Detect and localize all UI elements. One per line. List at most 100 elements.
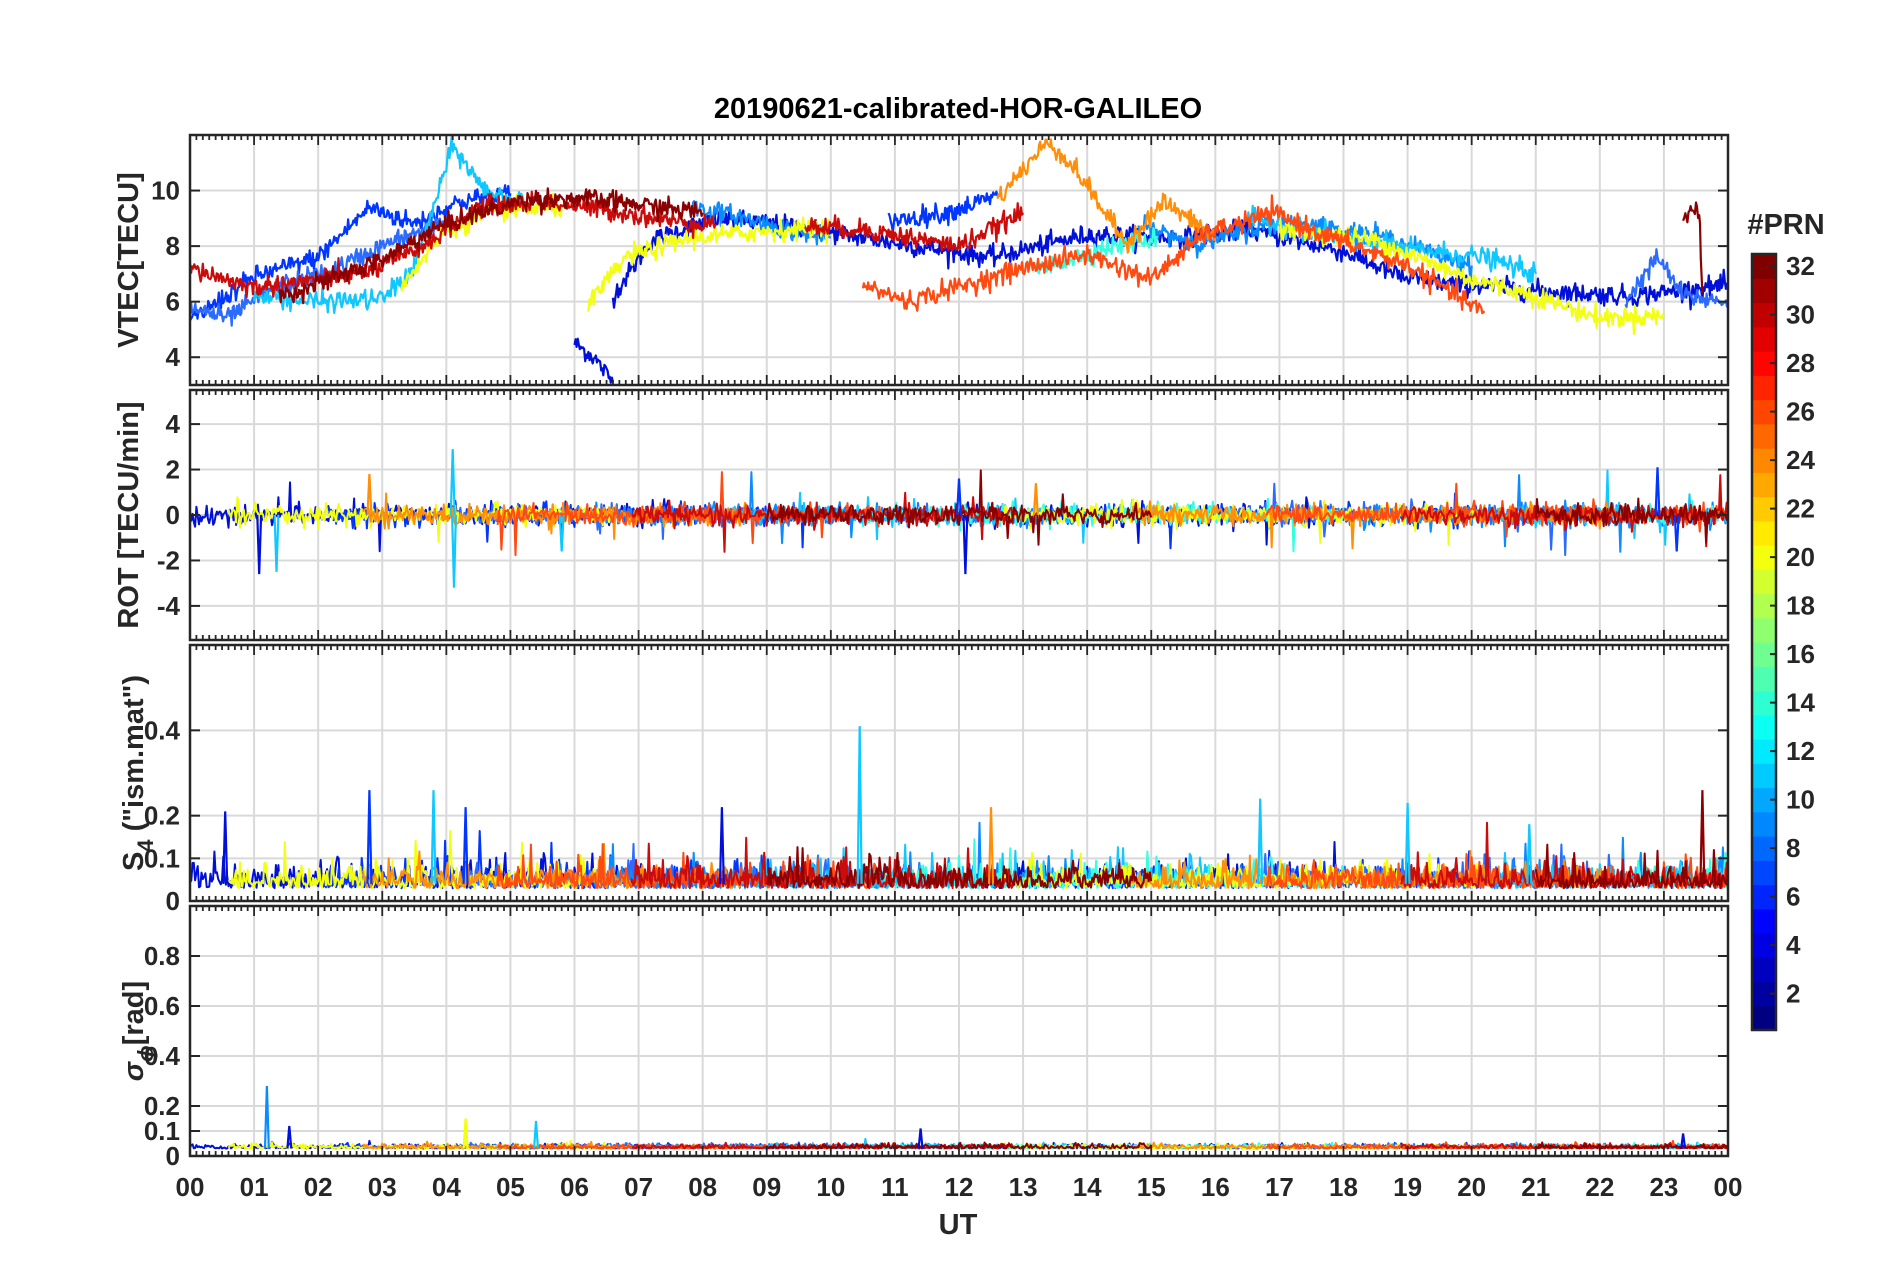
- y-axis-label: VTEC[TECU]: [113, 172, 145, 348]
- y-tick-label: -2: [157, 545, 180, 575]
- x-tick-label: 21: [1521, 1172, 1550, 1202]
- series-prn-4: [190, 184, 512, 322]
- data-layer: [190, 449, 1728, 588]
- x-tick-label: 22: [1585, 1172, 1614, 1202]
- grid: [189, 906, 1729, 1157]
- series-prn-30: [190, 190, 717, 299]
- x-ticks: [189, 645, 1729, 901]
- y-tick-label: 0.2: [144, 1091, 180, 1121]
- colorbar-swatch: [1752, 278, 1776, 304]
- chart-title: 20190621-calibrated-HOR-GALILEO: [714, 93, 1202, 125]
- colorbar-swatch: [1752, 569, 1776, 595]
- colorbar-tick-label: 14: [1786, 688, 1815, 718]
- series-prn-trace: [1131, 500, 1614, 550]
- y-tick-label: -4: [157, 591, 181, 621]
- series-prn-32: [1682, 201, 1704, 294]
- panel-rot: -4 -2 0 2 4 ROT [TECU/min]: [113, 388, 1730, 642]
- series-prn-32: [278, 187, 704, 305]
- colorbar-tick-label: 12: [1786, 736, 1815, 766]
- peak-spike: [1526, 824, 1533, 884]
- colorbar-swatch: [1752, 326, 1776, 352]
- series-prn-trace: [1534, 497, 1728, 544]
- x-tick-label: 14: [1073, 1172, 1102, 1202]
- colorbar-swatch: [1752, 957, 1776, 983]
- y-tick-label: 0.1: [144, 1116, 180, 1146]
- panel-s4: 00.10.20.4S4 ("ism.mat"): [118, 643, 1730, 916]
- x-axis-label: UT: [939, 1209, 978, 1241]
- peak-spike: [449, 449, 456, 516]
- x-tick-label: 12: [945, 1172, 974, 1202]
- x-tick-label: 00: [176, 1172, 205, 1202]
- y-tick-label: 0.4: [144, 1041, 181, 1071]
- peak-spike: [451, 514, 457, 588]
- y-axis-label-main: σ: [118, 1060, 150, 1081]
- colorbar-frame: [1750, 252, 1778, 1032]
- x-tick-label: 19: [1393, 1172, 1422, 1202]
- y-tick-label: 0: [166, 1141, 180, 1171]
- series-prn-30: [804, 202, 1025, 252]
- colorbar-swatch: [1752, 714, 1776, 740]
- y-tick-label: 0: [166, 500, 180, 530]
- peak-spike: [1699, 790, 1706, 884]
- colorbar-swatch: [1752, 666, 1776, 692]
- x-tick-label: 23: [1649, 1172, 1678, 1202]
- series-prn-4: [887, 190, 999, 233]
- y-tick-label: 4: [166, 342, 181, 372]
- series-prn-trace: [1534, 1141, 1728, 1150]
- peak-spike: [366, 790, 373, 884]
- x-tick-label: 01: [240, 1172, 269, 1202]
- colorbar-swatch: [1752, 423, 1776, 449]
- colorbar-tick-label: 6: [1786, 882, 1800, 912]
- colorbar-tick-label: 10: [1786, 785, 1815, 815]
- series-prn-trace: [1496, 469, 1728, 546]
- series-prn-trace: [766, 846, 1153, 889]
- y-axis-label: S4 ("ism.mat"): [118, 675, 158, 871]
- colorbar-tick-label: 26: [1786, 397, 1815, 427]
- colorbar-swatch: [1752, 1005, 1776, 1031]
- x-tick-label: 06: [560, 1172, 589, 1202]
- x-ticks: [189, 390, 1729, 640]
- series-prn-19: [1278, 219, 1665, 335]
- colorbar-tick-label: 30: [1786, 300, 1815, 330]
- colorbar-tick-label: 28: [1786, 348, 1815, 378]
- x-tick-label: 00: [1714, 1172, 1743, 1202]
- peak-spike: [256, 514, 263, 575]
- peak-spike: [462, 807, 469, 884]
- y-axis-label: σϕ[rad]: [118, 981, 158, 1081]
- peak-spike: [856, 726, 863, 884]
- x-tick-label: 05: [496, 1172, 525, 1202]
- x-tick-label: 03: [368, 1172, 397, 1202]
- x-tick-label: 02: [304, 1172, 333, 1202]
- peak-spike: [1404, 802, 1411, 884]
- y-ticks: 4 6 8 10: [151, 176, 1728, 372]
- x-tick-label: 08: [688, 1172, 717, 1202]
- colorbar-swatch: [1752, 763, 1776, 789]
- x-ticks: [189, 906, 1729, 1156]
- y-ticks: 0 0.1 0.2 0.4: [144, 715, 1728, 916]
- x-tick-labels: 00 01 02 03 04 05 06 07 08 09 10 11 12 13 14 15 16 17 18 19…: [176, 1172, 1743, 1202]
- peak-spike: [430, 790, 437, 884]
- peak-spike: [718, 807, 725, 884]
- peak-spike: [917, 1128, 924, 1149]
- series-prn-2: [573, 337, 614, 384]
- x-tick-label: 07: [624, 1172, 653, 1202]
- series-prn-trace: [1534, 843, 1728, 890]
- y-tick-label: 0.8: [144, 941, 180, 971]
- x-ticks: [189, 135, 1729, 385]
- data-layer: [190, 135, 1728, 384]
- colorbar-swatch: [1752, 908, 1776, 934]
- colorbar-label: #PRN: [1747, 209, 1824, 241]
- peak-spike: [558, 514, 565, 552]
- peak-spike: [1032, 483, 1039, 516]
- peak-spike: [1654, 467, 1661, 516]
- colorbar-tick-label: 16: [1786, 639, 1815, 669]
- colorbar-tick-label: 8: [1786, 833, 1800, 863]
- peak-spike: [956, 478, 962, 516]
- peak-spike: [222, 811, 229, 884]
- x-tick-label: 17: [1265, 1172, 1294, 1202]
- y-tick-label: 0.6: [144, 991, 180, 1021]
- x-tick-label: 20: [1457, 1172, 1486, 1202]
- peak-spike: [286, 1125, 293, 1149]
